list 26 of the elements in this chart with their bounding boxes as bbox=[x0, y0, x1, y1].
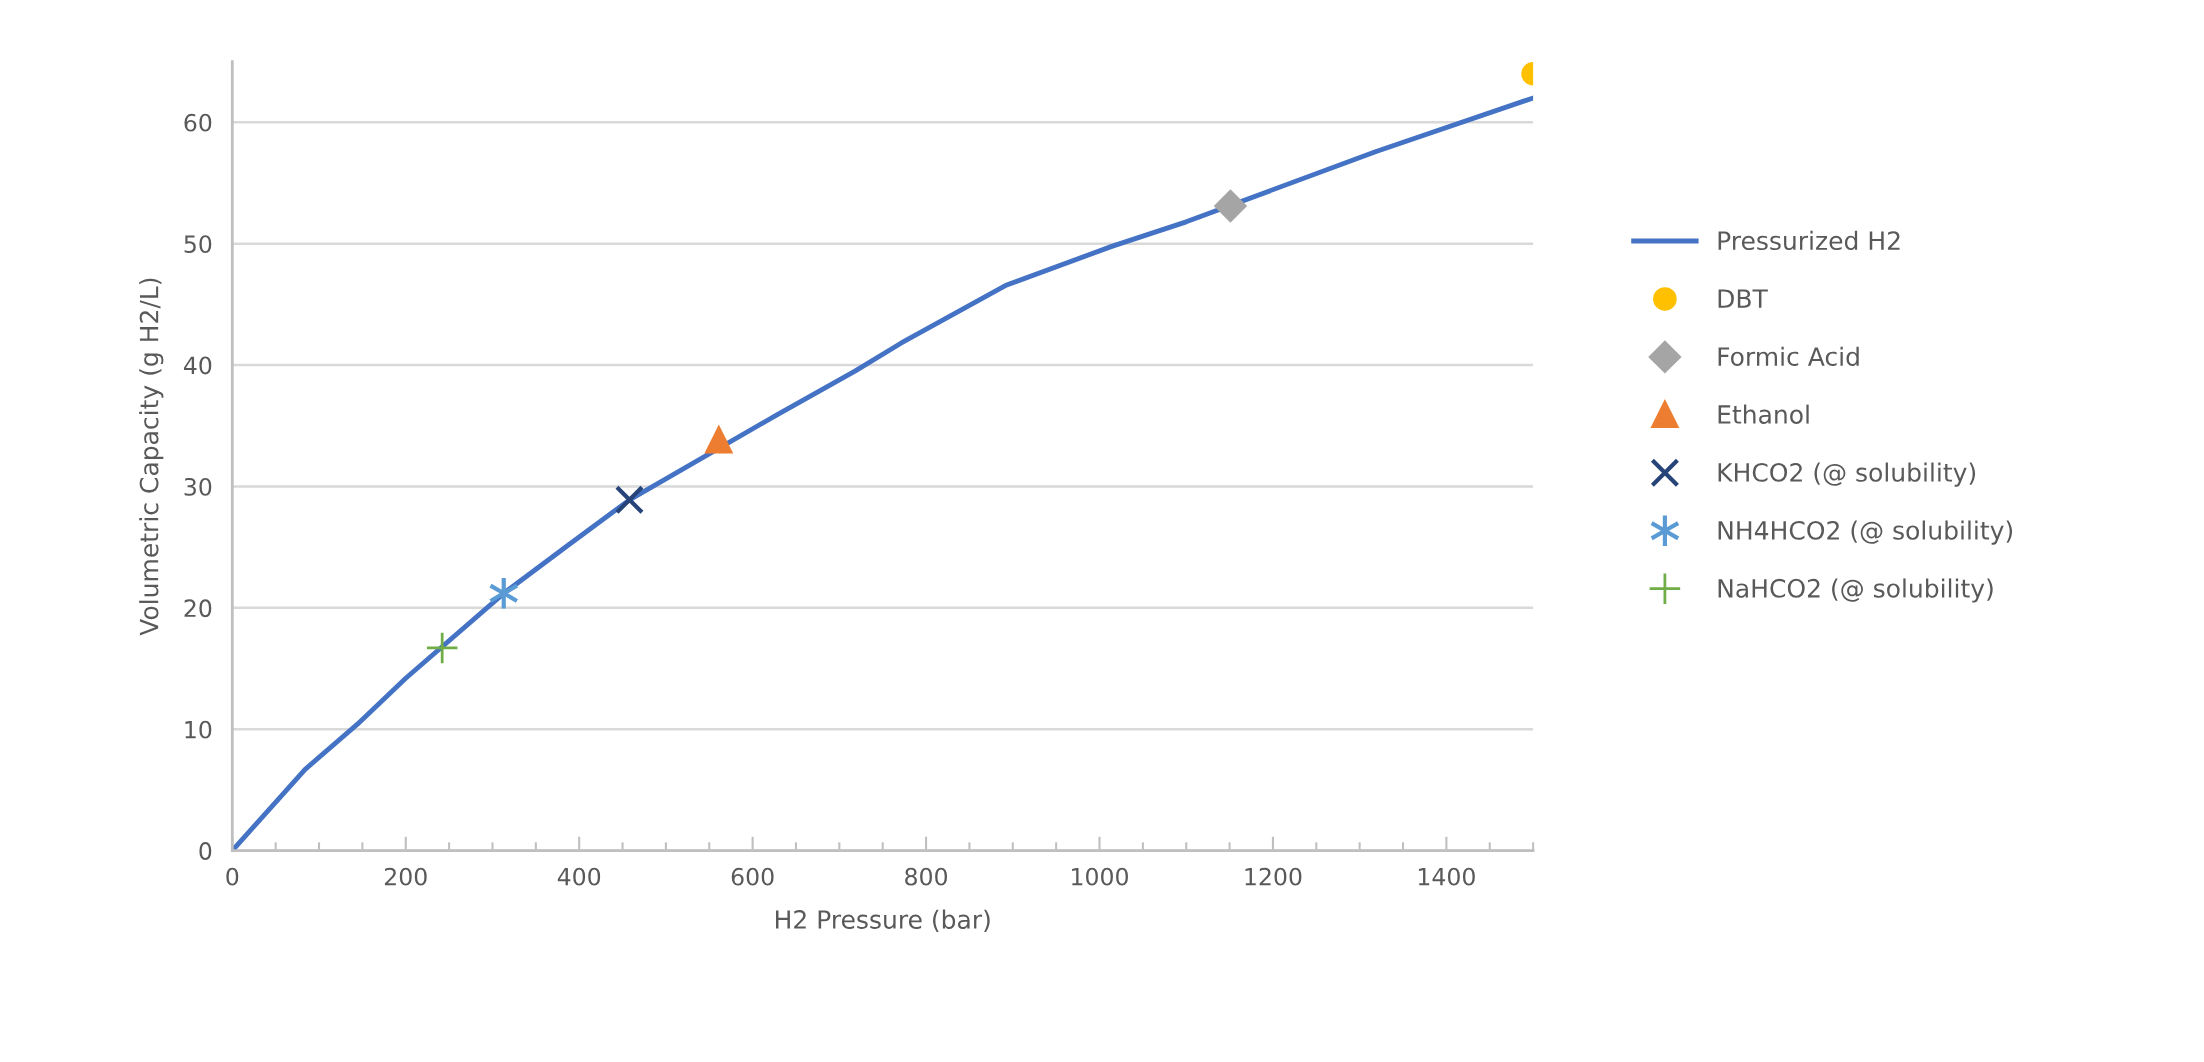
y-tick-label: 60 bbox=[184, 113, 212, 132]
y-tick-label: 0 bbox=[199, 842, 212, 860]
y-tick-label: 20 bbox=[184, 599, 212, 618]
x-tick-label: 1000 bbox=[1072, 867, 1128, 886]
x-tick-label: 400 bbox=[557, 867, 601, 886]
y-tick-label: 10 bbox=[185, 720, 212, 739]
x-tick-label: 600 bbox=[731, 867, 774, 886]
legend-label: NH4HCO2 (@ solubility) bbox=[1718, 520, 2013, 545]
legend-label: Ethanol bbox=[1718, 404, 1809, 424]
y-axis-title: Volumetric Capacity (g H2/L) bbox=[139, 278, 164, 636]
legend-label: Formic Acid bbox=[1718, 346, 1859, 366]
legend-label: KHCO2 (@ solubility) bbox=[1718, 462, 1976, 487]
legend-label: DBT bbox=[1718, 289, 1768, 308]
point bbox=[426, 632, 458, 664]
legend-label: Pressurized H2 bbox=[1718, 230, 1900, 251]
legend-label: NaHCO2 (@ solubility) bbox=[1718, 578, 1993, 603]
x-tick-label: 1400 bbox=[1418, 867, 1475, 886]
y-tick-label: 40 bbox=[183, 356, 212, 375]
y-tick-label: 30 bbox=[184, 477, 212, 496]
x-axis-title: H2 Pressure (bar) bbox=[776, 909, 990, 932]
point bbox=[1214, 190, 1247, 222]
x-tick-label: 200 bbox=[384, 867, 427, 886]
x-tick-label: 0 bbox=[226, 867, 239, 886]
x-tick-label: 1200 bbox=[1245, 867, 1302, 886]
y-tick-label: 50 bbox=[184, 235, 212, 253]
x-tick-label: 800 bbox=[905, 867, 948, 886]
